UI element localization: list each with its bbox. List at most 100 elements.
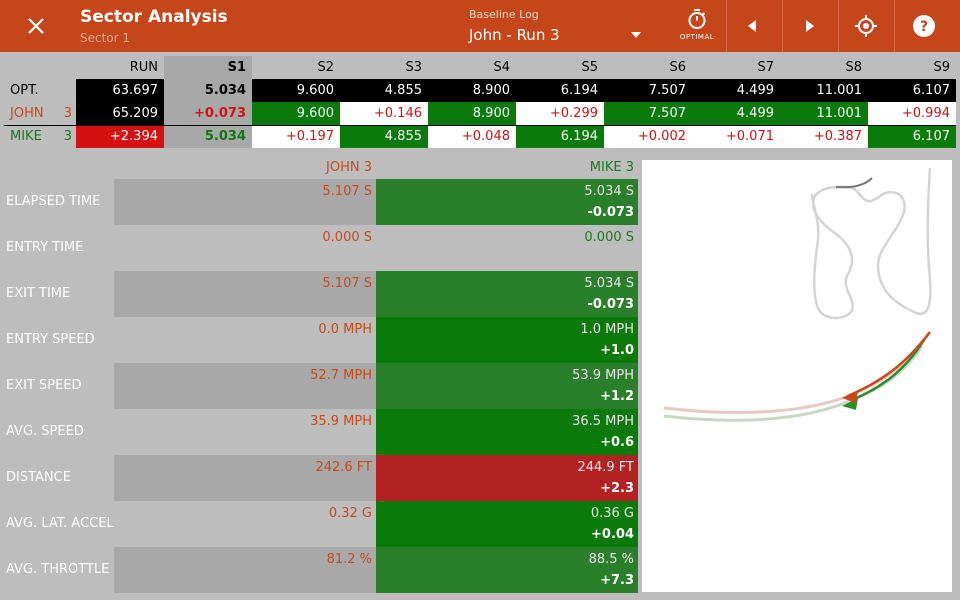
john-trace — [847, 331, 931, 398]
stopwatch-icon — [688, 9, 706, 29]
john-value: 5.107 S — [114, 271, 376, 317]
mike-value-cell: 0.000 S — [376, 225, 638, 271]
chevron-down-icon[interactable] — [631, 32, 641, 38]
mike-value: 244.9 FT — [577, 460, 634, 475]
column-header-s5: S5 — [581, 60, 598, 75]
opt-s9: 6.107 — [868, 79, 956, 102]
previous-sector-button[interactable] — [732, 6, 772, 46]
john-s9: +0.994 — [868, 102, 956, 125]
opt-s5: 6.194 — [516, 79, 604, 102]
column-header-s9: S9 — [933, 60, 950, 75]
row-label-opt: OPT. — [10, 83, 39, 98]
track-map[interactable] — [642, 160, 952, 592]
john-value: 0.000 S — [322, 230, 372, 245]
comparison-row-distance: DISTANCE 242.6 FT 244.9 FT +2.3 — [0, 455, 638, 501]
mike-delta: +2.3 — [600, 481, 634, 496]
mike-s7: +0.071 — [692, 125, 780, 148]
opt-s3: 4.855 — [340, 79, 428, 102]
mike-value-cell: 5.034 S -0.073 — [376, 271, 638, 317]
mike-s9: 6.107 — [868, 125, 956, 148]
mike-s6: +0.002 — [604, 125, 692, 148]
triangle-left-icon — [748, 20, 756, 32]
mike-value: 5.034 S — [584, 184, 634, 199]
mike-s4: +0.048 — [428, 125, 516, 148]
metric-label: AVG. LAT. ACCEL — [6, 516, 114, 531]
metric-label: DISTANCE — [6, 470, 71, 485]
john-column-header: JOHN 3 — [326, 160, 372, 175]
john-value: 5.107 S — [114, 179, 376, 225]
metric-label: ENTRY SPEED — [6, 332, 95, 347]
table-row-mike[interactable]: MIKE 3 +2.394 5.034 +0.197 4.855 +0.048 … — [4, 125, 956, 148]
mike-run: +2.394 — [76, 125, 164, 148]
john-s3: +0.146 — [340, 102, 428, 125]
mike-delta: +7.3 — [600, 573, 634, 588]
john-run: 65.209 — [76, 102, 164, 125]
mike-value: 1.0 MPH — [580, 322, 634, 337]
mike-trace — [851, 339, 926, 402]
driver-name-mike: MIKE — [10, 129, 42, 144]
column-header-s3: S3 — [405, 60, 422, 75]
metric-label: AVG. SPEED — [6, 424, 84, 439]
comparison-row-avg-throttle: AVG. THROTTLE 81.2 % 88.5 % +7.3 — [0, 547, 638, 593]
track-outline — [810, 167, 932, 320]
sector-start-marker — [835, 177, 873, 189]
john-value: 0.32 G — [328, 506, 372, 521]
comparison-row-exit-speed: EXIT SPEED 52.7 MPH 53.9 MPH +1.2 — [0, 363, 638, 409]
john-value: 81.2 % — [114, 547, 376, 593]
opt-s6: 7.507 — [604, 79, 692, 102]
optimal-button[interactable]: OPTIMAL — [672, 6, 722, 48]
comparison-row-elapsed-time: ELAPSED TIME 5.107 S 5.034 S -0.073 — [0, 179, 638, 225]
mike-s1: 5.034 — [164, 125, 252, 148]
help-button[interactable]: ? — [904, 6, 944, 46]
opt-s4: 8.900 — [428, 79, 516, 102]
track-map-canvas[interactable] — [642, 160, 952, 592]
mike-value: 0.000 S — [584, 230, 634, 245]
opt-s8: 11.001 — [780, 79, 868, 102]
comparison-row-avg-speed: AVG. SPEED 35.9 MPH 36.5 MPH +0.6 — [0, 409, 638, 455]
john-value: 0.0 MPH — [318, 322, 372, 337]
locate-button[interactable] — [846, 6, 886, 46]
baseline-label: Baseline Log — [469, 8, 539, 21]
mike-value: 5.034 S — [584, 276, 634, 291]
metric-label: ELAPSED TIME — [6, 194, 101, 209]
mike-delta: +1.2 — [600, 389, 634, 404]
page-subtitle: Sector 1 — [80, 31, 131, 45]
mike-s3: 4.855 — [340, 125, 428, 148]
mike-delta: -0.073 — [587, 205, 634, 220]
mike-value-cell: 88.5 % +7.3 — [376, 547, 638, 593]
svg-text:?: ? — [920, 19, 928, 35]
metric-label: EXIT TIME — [6, 286, 71, 301]
page-title: Sector Analysis — [80, 7, 228, 27]
opt-s7: 4.499 — [692, 79, 780, 102]
john-position-arrow — [842, 390, 858, 403]
mike-delta: +0.6 — [600, 435, 634, 450]
mike-value-cell: 36.5 MPH +0.6 — [376, 409, 638, 455]
comparison-row-entry-time: ENTRY TIME 0.000 S 0.000 S — [0, 225, 638, 271]
close-icon — [28, 18, 44, 34]
john-s4: 8.900 — [428, 102, 516, 125]
close-button[interactable] — [16, 6, 56, 46]
optimal-label: OPTIMAL — [679, 33, 715, 41]
baseline-select[interactable]: John - Run 3 — [469, 26, 560, 44]
row-divider — [4, 125, 956, 126]
metric-label: AVG. THROTTLE — [6, 562, 110, 577]
row-label-mike: MIKE 3 — [4, 125, 76, 148]
mike-delta: -0.073 — [587, 297, 634, 312]
mike-value: 88.5 % — [588, 552, 634, 567]
mike-value-cell: 53.9 MPH +1.2 — [376, 363, 638, 409]
column-header-s7: S7 — [757, 60, 774, 75]
next-sector-button[interactable] — [790, 6, 830, 46]
mike-delta: +1.0 — [600, 343, 634, 358]
triangle-right-icon — [806, 20, 814, 32]
mike-column-header: MIKE 3 — [589, 160, 634, 175]
john-s6: 7.507 — [604, 102, 692, 125]
mike-s5: 6.194 — [516, 125, 604, 148]
mike-value-cell: 244.9 FT +2.3 — [376, 455, 638, 501]
mike-delta: +0.04 — [591, 527, 634, 542]
table-row-opt[interactable]: OPT. 63.697 5.034 9.600 4.855 8.900 6.19… — [4, 79, 956, 102]
john-s1: +0.073 — [164, 102, 252, 125]
mike-value: 53.9 MPH — [572, 368, 634, 383]
mike-value: 36.5 MPH — [572, 414, 634, 429]
mike-delta — [376, 248, 634, 251]
table-row-john[interactable]: JOHN 3 65.209 +0.073 9.600 +0.146 8.900 … — [4, 102, 956, 125]
